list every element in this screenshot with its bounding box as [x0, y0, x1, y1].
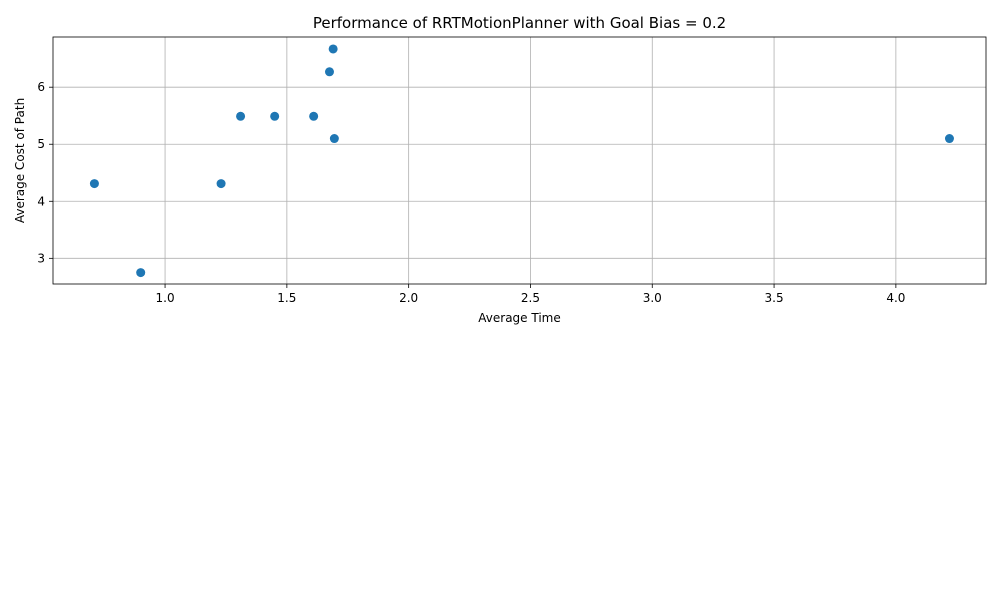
- data-point: [944, 134, 954, 144]
- y-tick-label: 6: [37, 80, 45, 94]
- data-point: [329, 134, 339, 144]
- x-tick-label: 3.0: [643, 291, 662, 305]
- x-tick-label: 1.0: [156, 291, 175, 305]
- data-point: [270, 111, 280, 121]
- x-tick-label: 2.5: [521, 291, 540, 305]
- x-tick-label: 1.5: [277, 291, 296, 305]
- data-point: [236, 111, 246, 121]
- data-point: [216, 179, 226, 189]
- data-point: [89, 179, 99, 189]
- x-axis-label: Average Time: [478, 311, 560, 325]
- plot-frame: [52, 36, 987, 285]
- data-point: [328, 44, 338, 54]
- x-tick-label: 2.0: [399, 291, 418, 305]
- data-point: [324, 67, 334, 77]
- grid: [53, 37, 986, 284]
- data-point: [309, 111, 319, 121]
- x-axis-ticks: 1.0 1.5 2.0 2.5 3.0 3.5 4.0: [156, 284, 905, 305]
- y-tick-label: 3: [37, 251, 45, 265]
- x-tick-label: 3.5: [765, 291, 784, 305]
- chart-title: Performance of RRTMotionPlanner with Goa…: [313, 14, 726, 32]
- x-tick-label: 4.0: [886, 291, 905, 305]
- y-tick-label: 5: [37, 137, 45, 151]
- data-point: [136, 268, 146, 278]
- data-points: [89, 44, 954, 278]
- y-tick-label: 4: [37, 194, 45, 208]
- y-axis-label: Average Cost of Path: [13, 98, 27, 223]
- y-axis-ticks: 3 4 5 6: [37, 80, 53, 265]
